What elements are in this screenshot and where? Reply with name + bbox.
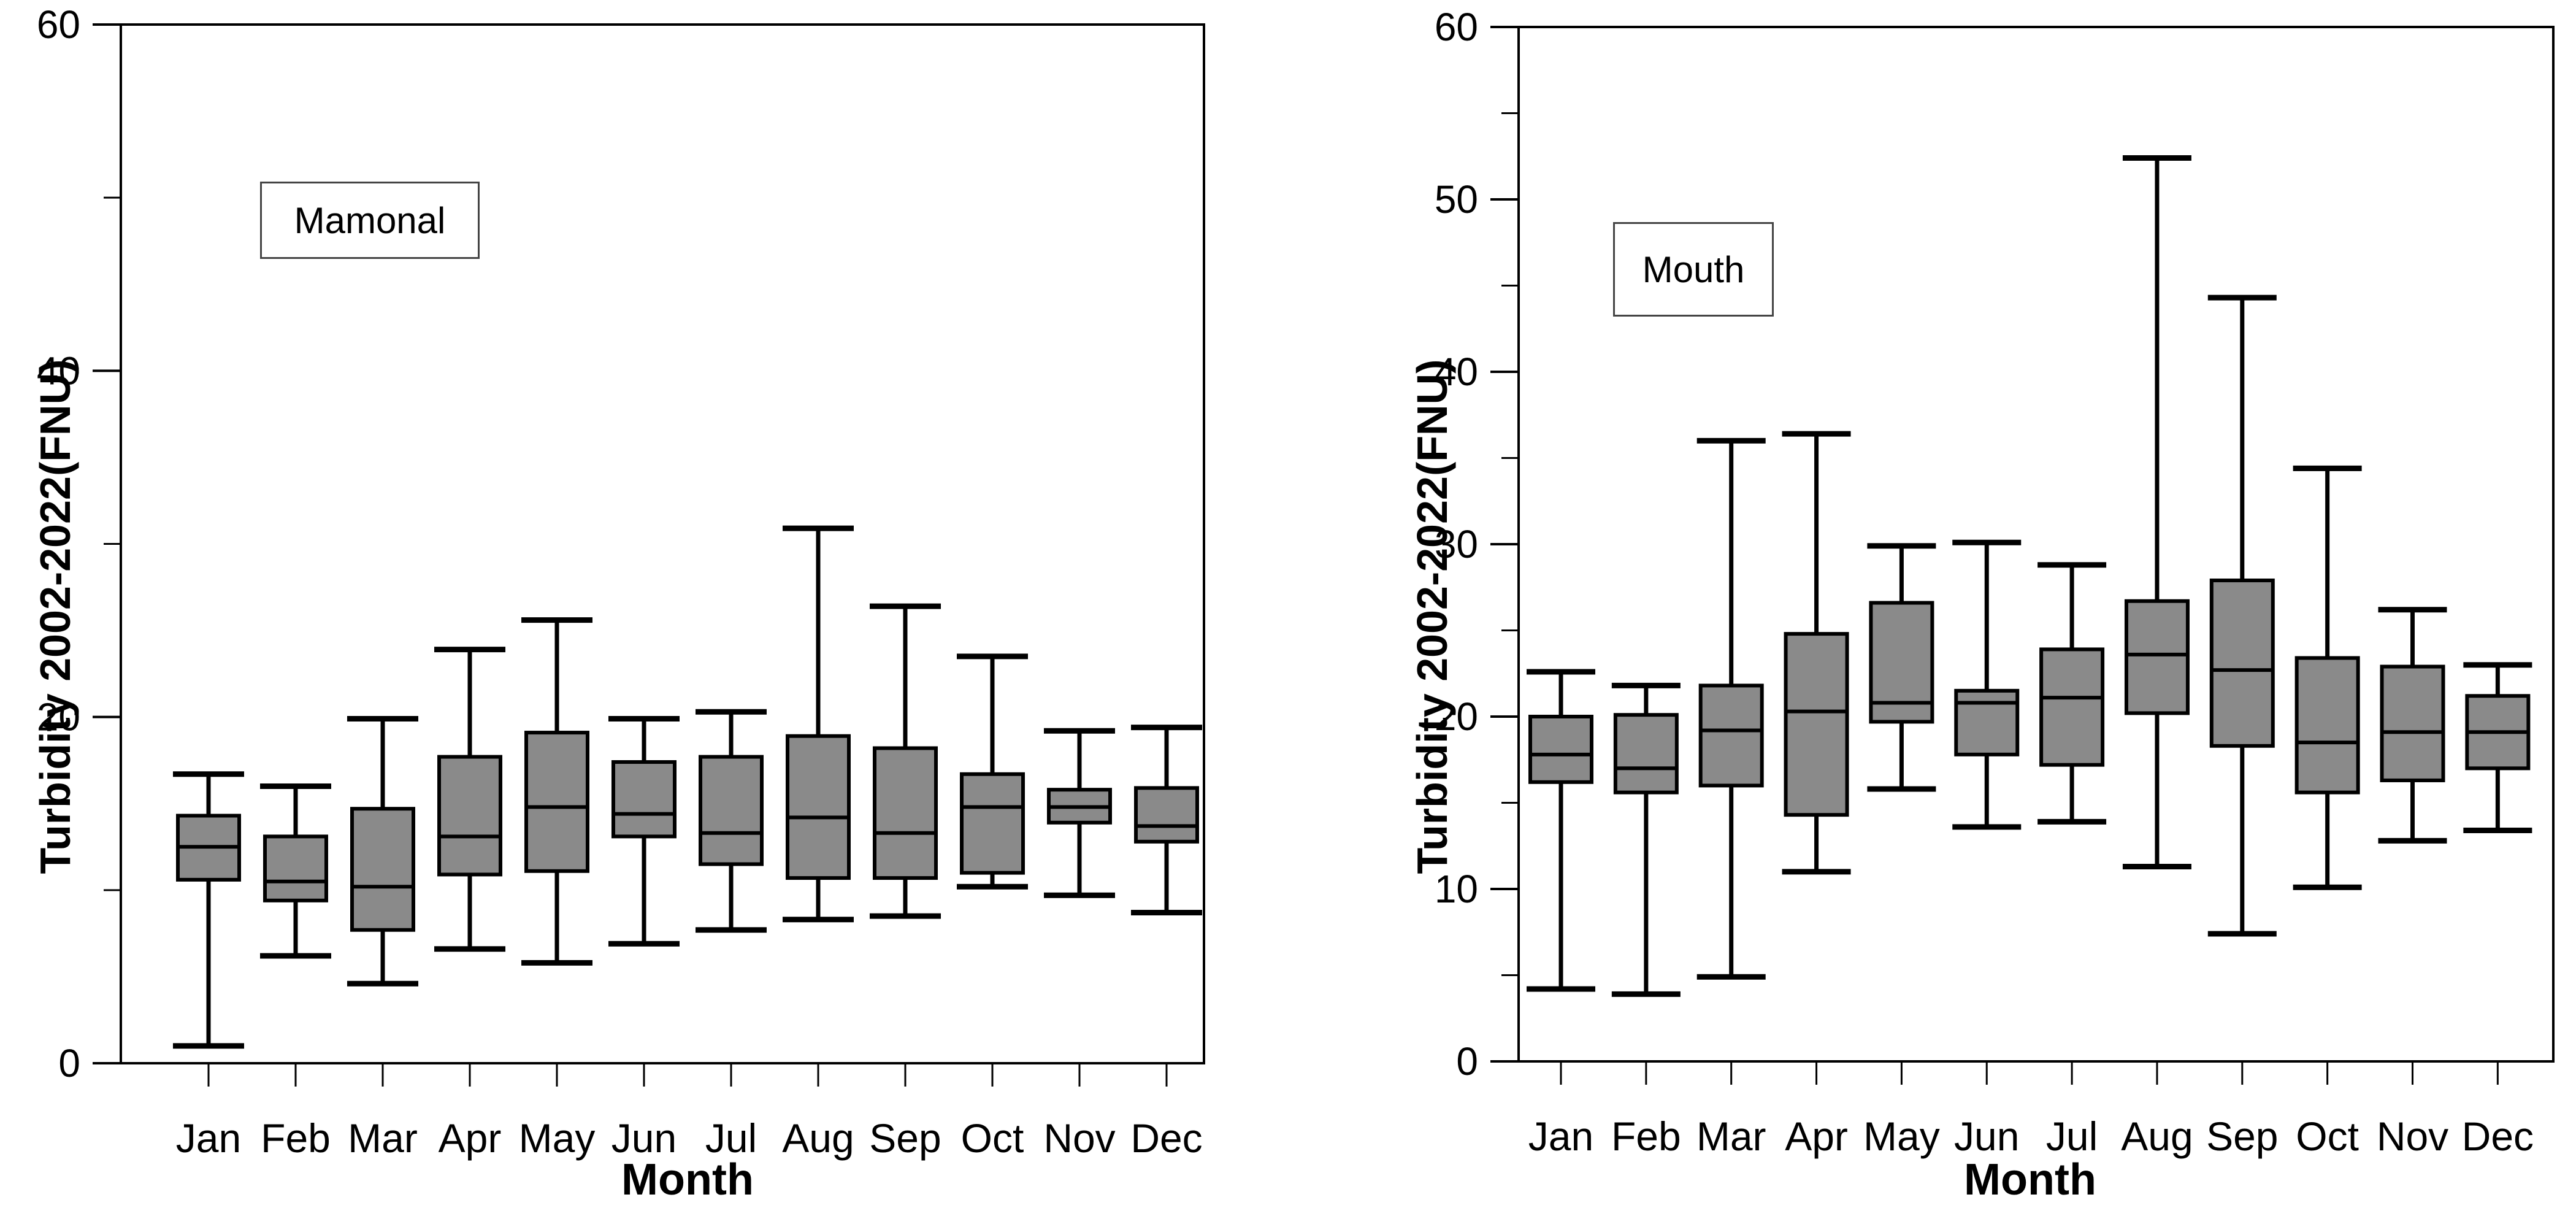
x-tick-label-dec: Dec — [2462, 1114, 2534, 1159]
iqr-box — [2209, 579, 2275, 748]
box-plot-sep — [870, 603, 941, 919]
y-tick-label: 60 — [1435, 5, 1478, 49]
box-plot-feb — [1611, 682, 1681, 997]
x-tick-label-jul: Jul — [705, 1115, 757, 1161]
x-tick-label-jul: Jul — [2046, 1114, 2098, 1159]
box-plot-sep — [2207, 294, 2277, 937]
left-y-axis-title: Turbidity 2002-2022(FNU) — [31, 359, 79, 874]
box-plot-oct — [957, 653, 1028, 890]
panel-mamonal: 0 20 40 60 Jan Feb Mar Apr May Jun Jul Aug Sep Oct Nov… — [37, 2, 1205, 1161]
box-plot-feb — [260, 783, 331, 959]
x-tick-label-jan: Jan — [1528, 1114, 1593, 1159]
iqr-box — [873, 746, 938, 880]
box-plot-nov — [1044, 728, 1115, 898]
x-tick-label-nov: Nov — [2377, 1114, 2448, 1159]
iqr-box — [786, 734, 851, 880]
x-tick-label-jun: Jun — [1954, 1114, 2019, 1159]
y-tick-label: 20 — [1435, 695, 1478, 739]
box-plot-jul — [696, 709, 767, 933]
iqr-box — [1698, 683, 1764, 788]
x-tick-label-dec: Dec — [1130, 1115, 1202, 1161]
iqr-box — [1528, 715, 1593, 784]
x-tick-label-nov: Nov — [1043, 1115, 1115, 1161]
x-tick-label-may: May — [1863, 1114, 1940, 1159]
x-tick-label-mar: Mar — [1696, 1114, 1766, 1159]
box-plot-apr — [434, 647, 505, 952]
y-tick-label: 40 — [37, 348, 80, 393]
iqr-box — [1134, 786, 1199, 844]
x-tick-label-apr: Apr — [439, 1115, 502, 1161]
iqr-box — [437, 755, 502, 877]
iqr-box — [2294, 656, 2360, 795]
iqr-box — [699, 755, 764, 866]
x-tick-label-jan: Jan — [176, 1115, 241, 1161]
x-tick-label-jun: Jun — [611, 1115, 677, 1161]
y-tick-label: 60 — [37, 2, 80, 47]
y-tick-label: 0 — [58, 1041, 80, 1085]
x-tick-label-mar: Mar — [348, 1115, 418, 1161]
plot-frame — [1517, 26, 2555, 1063]
x-tick-label-sep: Sep — [869, 1115, 941, 1161]
x-tick-label-oct: Oct — [2296, 1114, 2359, 1159]
box-plot-nov — [2378, 607, 2447, 844]
x-tick-label-oct: Oct — [961, 1115, 1024, 1161]
y-tick-label: 50 — [1435, 177, 1478, 221]
iqr-box — [1784, 632, 1849, 817]
box-plot-aug — [2122, 155, 2191, 869]
box-plot-dec — [1131, 725, 1202, 916]
iqr-box — [350, 807, 415, 932]
iqr-box — [960, 772, 1025, 875]
x-tick-label-may: May — [519, 1115, 596, 1161]
box-plot-apr — [1782, 431, 1851, 875]
x-tick-label-aug: Aug — [782, 1115, 854, 1161]
x-tick-label-aug: Aug — [2121, 1114, 2193, 1159]
iqr-box — [1613, 713, 1679, 795]
y-tick-label: 20 — [37, 695, 80, 739]
iqr-box — [2039, 647, 2105, 767]
box-plot-mar — [1696, 437, 1766, 980]
iqr-box — [2380, 664, 2445, 782]
box-plot-jun — [1952, 539, 2022, 830]
box-plot-may — [521, 617, 592, 966]
box-plot-jan — [1527, 669, 1595, 992]
x-tick-label-apr: Apr — [1785, 1114, 1848, 1159]
right-y-axis-title: Turbidity 2002-2022(FNU) — [1408, 359, 1456, 874]
box-plot-aug — [783, 525, 854, 923]
left-panel-label: Mamonal — [260, 182, 480, 259]
box-plot-may — [1867, 543, 1936, 792]
y-tick-label: 30 — [1435, 522, 1478, 566]
iqr-box — [524, 731, 589, 873]
box-plot-jun — [608, 715, 680, 947]
plot-frame — [120, 23, 1205, 1064]
box-plot-oct — [2293, 465, 2362, 890]
right-x-axis-title: Month — [1964, 1155, 2096, 1204]
left-x-axis-title: Month — [621, 1155, 754, 1204]
x-tick-label-feb: Feb — [261, 1115, 331, 1161]
box-plot-dec — [2463, 662, 2532, 833]
panel-mouth: 0 10 20 30 40 50 60 Jan Feb Mar Apr May Jun Jul Aug Sep… — [1435, 5, 2555, 1159]
right-panel-label: Mouth — [1613, 222, 1774, 317]
x-tick-label-sep: Sep — [2206, 1114, 2278, 1159]
box-plot-jul — [2037, 562, 2107, 825]
y-tick-label: 40 — [1435, 350, 1478, 394]
y-tick-label: 0 — [1456, 1039, 1478, 1083]
box-plot-jan — [173, 771, 244, 1049]
x-tick-label-feb: Feb — [1611, 1114, 1681, 1159]
box-plot-mar — [347, 715, 418, 987]
iqr-box — [263, 834, 328, 902]
y-tick-label: 10 — [1435, 867, 1478, 911]
iqr-box — [611, 760, 677, 839]
iqr-box — [1954, 688, 2020, 756]
iqr-box — [2124, 599, 2190, 715]
